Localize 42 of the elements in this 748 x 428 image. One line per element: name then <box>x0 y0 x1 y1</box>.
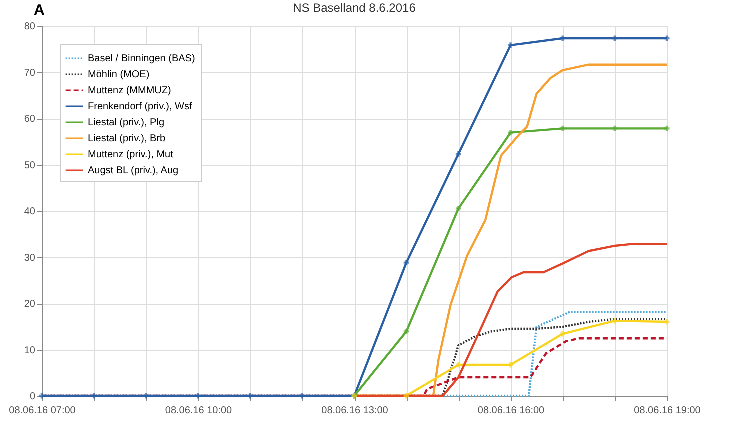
point <box>612 36 618 42</box>
y-tick-label: 30 <box>24 252 36 264</box>
point <box>560 126 566 132</box>
chart-title: NS Baselland 8.6.2016 <box>293 1 416 15</box>
point <box>508 42 514 48</box>
y-tick-label: 80 <box>24 22 36 32</box>
x-tick-label: 08.06.16 19:00 <box>634 406 702 416</box>
point <box>508 362 514 368</box>
point <box>456 362 462 368</box>
point <box>612 318 618 324</box>
y-tick-label: 50 <box>24 160 36 172</box>
y-tick-label: 60 <box>24 114 36 125</box>
legend-label: Basel / Binningen (BAS) <box>88 54 196 64</box>
point <box>664 126 670 132</box>
point <box>456 206 462 212</box>
x-tick-label: 08.06.16 13:00 <box>322 406 389 416</box>
point <box>248 393 254 399</box>
point <box>456 151 462 157</box>
point <box>196 393 201 399</box>
legend-label: Augst BL (priv.), Aug <box>88 166 179 176</box>
point <box>560 36 566 42</box>
y-tick-label: 10 <box>24 345 36 356</box>
point <box>404 328 410 334</box>
point <box>612 126 618 132</box>
legend-label: Liestal (priv.), Brb <box>88 134 166 144</box>
text: A <box>34 2 45 19</box>
y-tick-label: 70 <box>24 68 36 79</box>
x-tick-label: 08.06.16 10:00 <box>165 406 233 416</box>
y-tick-label: 0 <box>30 392 36 402</box>
legend-label: Muttenz (priv.), Mut <box>88 150 174 160</box>
legend-label: Möhlin (MOE) <box>88 70 150 80</box>
point <box>508 130 514 136</box>
y-tick-label: 20 <box>24 299 36 310</box>
point <box>560 331 566 337</box>
point <box>404 260 410 266</box>
x-tick-label: 08.06.16 16:00 <box>478 406 546 416</box>
legend-label: Muttenz (MMMUZ) <box>88 86 172 96</box>
y-tick-label: 40 <box>24 206 36 218</box>
x-tick-label: 08.06.16 07:00 <box>9 406 76 416</box>
legend-label: Frenkendorf (priv.), Wsf <box>88 102 192 112</box>
point <box>143 393 149 399</box>
legend-label: Liestal (priv.), Plg <box>88 118 165 128</box>
